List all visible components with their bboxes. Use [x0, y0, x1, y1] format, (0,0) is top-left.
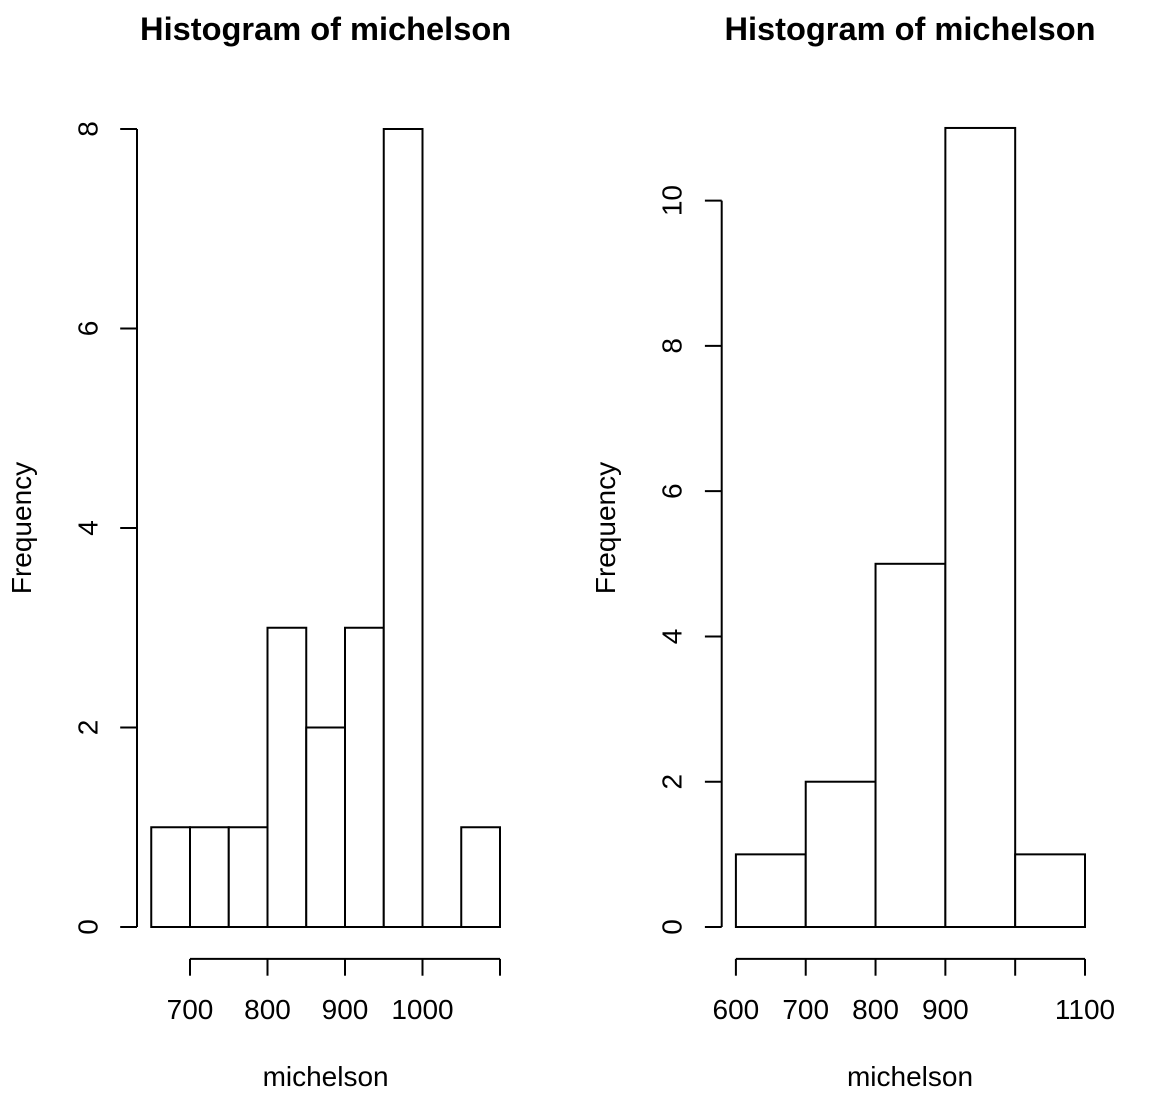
svg-text:800: 800	[852, 994, 899, 1025]
svg-text:8: 8	[657, 338, 688, 354]
svg-text:4: 4	[657, 629, 688, 645]
svg-text:8: 8	[73, 121, 104, 137]
svg-text:6: 6	[657, 483, 688, 499]
svg-text:600: 600	[713, 994, 760, 1025]
svg-text:700: 700	[167, 994, 214, 1025]
svg-text:800: 800	[244, 994, 291, 1025]
svg-text:0: 0	[73, 919, 104, 935]
svg-text:michelson: michelson	[847, 1061, 973, 1092]
svg-text:4: 4	[73, 520, 104, 536]
svg-text:0: 0	[657, 919, 688, 935]
svg-text:Frequency: Frequency	[6, 462, 37, 594]
svg-text:Frequency: Frequency	[590, 462, 621, 594]
svg-text:Histogram of michelson: Histogram of michelson	[140, 10, 511, 47]
svg-text:2: 2	[73, 720, 104, 736]
svg-text:Histogram of michelson: Histogram of michelson	[724, 10, 1095, 47]
svg-text:10: 10	[657, 185, 688, 216]
svg-text:michelson: michelson	[263, 1061, 389, 1092]
svg-text:900: 900	[922, 994, 969, 1025]
svg-text:700: 700	[782, 994, 829, 1025]
svg-text:6: 6	[73, 321, 104, 337]
svg-text:1000: 1000	[391, 994, 453, 1025]
svg-text:900: 900	[322, 994, 369, 1025]
svg-text:1100: 1100	[1055, 994, 1115, 1025]
svg-text:2: 2	[657, 774, 688, 790]
